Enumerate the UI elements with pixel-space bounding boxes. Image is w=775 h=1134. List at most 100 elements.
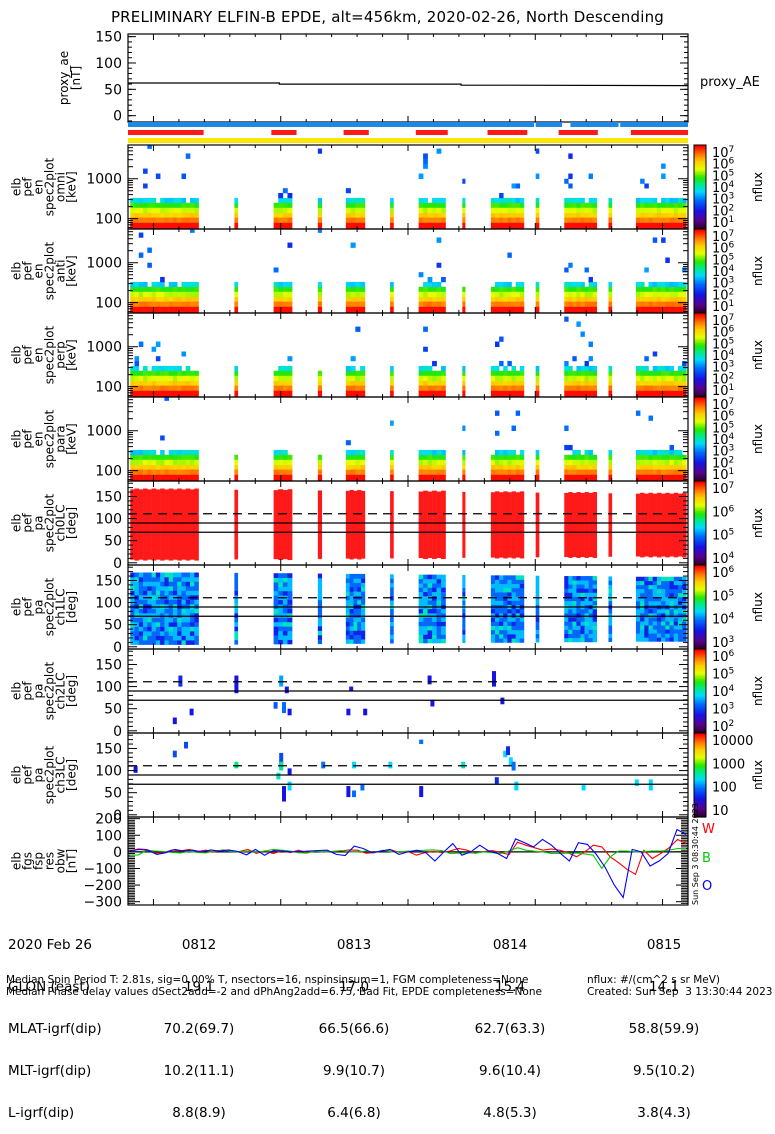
pitch-angle-cell xyxy=(147,599,152,605)
pitch-angle-cell xyxy=(682,629,687,634)
pitch-angle-cell xyxy=(138,608,144,614)
spectrogram-cell xyxy=(652,281,658,288)
spectrogram-cell xyxy=(519,217,525,223)
spectrogram-cell xyxy=(160,296,165,302)
row-label-date: 2020 Feb 26 xyxy=(8,937,93,953)
spectrogram-cell xyxy=(194,380,199,386)
pitch-angle-cell xyxy=(490,617,496,622)
spectrogram-cell xyxy=(194,207,199,214)
spectrogram-cell xyxy=(495,390,500,398)
pitch-angle-cell xyxy=(503,613,508,618)
pitch-angle-cell xyxy=(349,621,354,627)
colorbar-cell xyxy=(694,259,706,262)
pitch-angle-cell xyxy=(490,608,496,614)
spectrogram-cell xyxy=(499,385,504,391)
ylabel-line: pef xyxy=(21,681,35,701)
colorbar-cell xyxy=(694,558,706,560)
pitch-angle-cell xyxy=(665,629,670,634)
spectrogram-cell xyxy=(644,459,649,466)
spectrogram-cell xyxy=(499,296,504,302)
spectrogram-cell xyxy=(350,286,356,292)
spectrogram-cell xyxy=(138,474,144,482)
spectrogram-cell xyxy=(160,197,165,204)
spectrogram-cell xyxy=(568,183,573,189)
spectrogram-cell xyxy=(147,291,152,298)
pitch-angle-cell xyxy=(143,590,148,596)
spectrogram-cell xyxy=(130,474,135,482)
spectrogram-cell xyxy=(682,291,687,298)
colorbar-cell xyxy=(694,693,706,696)
pitch-angle-cell xyxy=(234,599,239,605)
pitch-angle-cell xyxy=(353,613,358,618)
spectrogram-cell xyxy=(640,291,645,298)
pitch-angle-cell xyxy=(608,584,613,589)
spectrogram-cell xyxy=(572,207,577,214)
spectrogram-cell xyxy=(177,370,182,376)
pitch-angle-cell xyxy=(436,583,442,588)
spectrogram-cell xyxy=(640,380,645,386)
spectrogram-cell xyxy=(511,474,516,482)
pitch-angle-cell xyxy=(511,600,516,606)
pitch-angle-cell xyxy=(181,640,187,645)
pitch-angle-cell xyxy=(317,626,323,631)
pitch-angle-cell xyxy=(282,599,288,605)
spectrogram-cell xyxy=(355,212,361,218)
pitch-angle-cell xyxy=(317,586,323,592)
pitch-angle-cell xyxy=(168,626,174,632)
spectrogram-cell xyxy=(436,217,442,223)
spectrogram-cell xyxy=(588,296,593,302)
spectrogram-cell xyxy=(673,385,679,391)
pitch-angle-cell xyxy=(572,621,577,626)
pitch-angle-cell xyxy=(172,586,178,591)
spectrogram-cell xyxy=(635,202,641,208)
spectrogram-cell xyxy=(499,390,504,398)
pitch-angle-cell xyxy=(361,573,366,579)
xaxis-column-0812: 0812 19.1 70.2(69.7) 10.2(11.1) 8.8(8.9) xyxy=(154,910,244,1134)
spectrogram-cell xyxy=(652,202,658,208)
spectrogram-cell xyxy=(317,301,323,307)
spectrogram-cell xyxy=(177,464,182,470)
spectrogram-cell xyxy=(138,232,144,238)
colorbar-cell xyxy=(694,476,706,479)
pitch-angle-cell xyxy=(287,582,293,587)
spectrogram-cell xyxy=(181,459,187,466)
spectrogram-cell xyxy=(345,454,351,460)
ylabel-line: spec2plot xyxy=(43,325,57,384)
spectrogram-cell xyxy=(282,380,288,386)
pitch-angle-cell xyxy=(151,617,157,623)
colorbar-cell xyxy=(694,388,706,391)
spectrogram-cell xyxy=(648,212,654,218)
spectrogram-cell xyxy=(350,385,356,391)
spectrogram-cell xyxy=(640,296,645,302)
spectrogram-cell xyxy=(190,370,195,376)
pitch-angle-cell xyxy=(168,631,174,636)
pitch-angle-cell xyxy=(164,577,169,582)
pitch-angle-cell xyxy=(584,588,589,593)
spectrogram-cell xyxy=(360,291,366,298)
pitch-angle-cell xyxy=(576,592,581,597)
spectrogram-cell xyxy=(635,281,641,288)
pitch-angle-cell xyxy=(514,781,519,791)
pitch-angle-cell xyxy=(564,580,569,585)
spectrogram-cell xyxy=(436,286,442,292)
spectrogram-cell xyxy=(427,449,433,456)
pitch-angle-cell xyxy=(361,613,366,618)
row-label-mlt: MLT-igrf(dip) xyxy=(8,1063,92,1079)
spectrogram-cell xyxy=(661,464,666,470)
spectrogram-cell xyxy=(418,197,424,204)
pitch-angle-cell xyxy=(345,600,350,605)
pitch-angle-cell xyxy=(190,622,195,627)
spectrogram-cell xyxy=(499,281,504,288)
spectrogram-cell xyxy=(441,286,446,292)
colorbar-cell xyxy=(694,359,706,362)
pitch-angle-cell xyxy=(677,580,683,586)
colorbar-cell xyxy=(694,177,706,180)
pitch-angle-cell xyxy=(495,579,500,585)
proxy-ae-ylabel: proxy_ae[nT] xyxy=(57,51,83,105)
colorbar-cell xyxy=(694,682,706,685)
spectrogram-cell xyxy=(661,291,666,298)
spectrogram-cell xyxy=(234,469,239,475)
colorbar-cell xyxy=(694,234,706,237)
colorbar-cell xyxy=(694,761,706,763)
pitch-angle-cell xyxy=(172,717,177,725)
